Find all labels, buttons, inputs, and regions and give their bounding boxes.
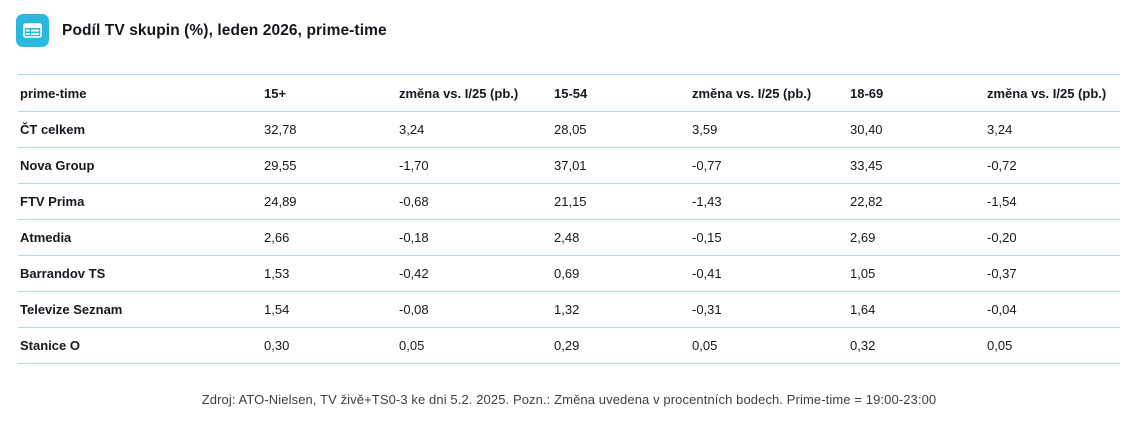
table-row: Stanice O 0,30 0,05 0,29 0,05 0,32 0,05 [18, 327, 1120, 364]
column-header-change-18-69: změna vs. I/25 (pb.) [985, 74, 1120, 112]
cell-value: -0,18 [397, 219, 552, 256]
source-note: Zdroj: ATO-Nielsen, TV živě+TS0-3 ke dni… [201, 392, 937, 407]
table-row: Atmedia 2,66 -0,18 2,48 -0,15 2,69 -0,20 [18, 219, 1120, 256]
cell-value: 2,48 [552, 219, 690, 256]
cell-value: 1,64 [848, 291, 985, 328]
column-header-change-15plus: změna vs. I/25 (pb.) [397, 74, 552, 112]
table-row: Televize Seznam 1,54 -0,08 1,32 -0,31 1,… [18, 291, 1120, 328]
cell-value: 1,53 [262, 255, 397, 292]
tv-share-table: prime-time 15+ změna vs. I/25 (pb.) 15-5… [18, 74, 1120, 364]
cell-value: 1,32 [552, 291, 690, 328]
cell-value: -0,20 [985, 219, 1120, 256]
row-label: ČT celkem [18, 111, 262, 148]
cell-value: 0,69 [552, 255, 690, 292]
cell-value: 1,05 [848, 255, 985, 292]
cell-value: 0,29 [552, 327, 690, 364]
column-header-15-54: 15-54 [552, 74, 690, 112]
row-label: Nova Group [18, 147, 262, 184]
cell-value: 0,30 [262, 327, 397, 364]
cell-value: 33,45 [848, 147, 985, 184]
card-header: Podíl TV skupin (%), leden 2026, prime-t… [0, 0, 1138, 47]
row-label: FTV Prima [18, 183, 262, 220]
cell-value: 24,89 [262, 183, 397, 220]
cell-value: -0,37 [985, 255, 1120, 292]
cell-value: -1,54 [985, 183, 1120, 220]
cell-value: 2,69 [848, 219, 985, 256]
cell-value: -1,43 [690, 183, 848, 220]
table-container: prime-time 15+ změna vs. I/25 (pb.) 15-5… [18, 74, 1120, 364]
column-header-change-15-54: změna vs. I/25 (pb.) [690, 74, 848, 112]
cell-value: 0,32 [848, 327, 985, 364]
table-row: FTV Prima 24,89 -0,68 21,15 -1,43 22,82 … [18, 183, 1120, 220]
row-label: Barrandov TS [18, 255, 262, 292]
column-header-18-69: 18-69 [848, 74, 985, 112]
cell-value: 3,24 [397, 111, 552, 148]
cell-value: 22,82 [848, 183, 985, 220]
cell-value: 32,78 [262, 111, 397, 148]
cell-value: 0,05 [397, 327, 552, 364]
cell-value: -0,31 [690, 291, 848, 328]
column-header-primetime: prime-time [18, 74, 262, 112]
cell-value: 1,54 [262, 291, 397, 328]
cell-value: -1,70 [397, 147, 552, 184]
page-title: Podíl TV skupin (%), leden 2026, prime-t… [62, 21, 387, 39]
table-row: Barrandov TS 1,53 -0,42 0,69 -0,41 1,05 … [18, 255, 1120, 292]
cell-value: -0,68 [397, 183, 552, 220]
cell-value: -0,41 [690, 255, 848, 292]
cell-value: 21,15 [552, 183, 690, 220]
cell-value: -0,77 [690, 147, 848, 184]
cell-value: 3,24 [985, 111, 1120, 148]
table-header-row: prime-time 15+ změna vs. I/25 (pb.) 15-5… [18, 74, 1120, 112]
cell-value: -0,42 [397, 255, 552, 292]
cell-value: -0,08 [397, 291, 552, 328]
cell-value: 29,55 [262, 147, 397, 184]
row-label: Stanice O [18, 327, 262, 364]
cell-value: -0,72 [985, 147, 1120, 184]
cell-value: -0,04 [985, 291, 1120, 328]
cell-value: 2,66 [262, 219, 397, 256]
cell-value: 3,59 [690, 111, 848, 148]
table-row: ČT celkem 32,78 3,24 28,05 3,59 30,40 3,… [18, 111, 1120, 148]
cell-value: -0,15 [690, 219, 848, 256]
column-header-15plus: 15+ [262, 74, 397, 112]
cell-value: 37,01 [552, 147, 690, 184]
cell-value: 0,05 [690, 327, 848, 364]
cell-value: 28,05 [552, 111, 690, 148]
table-row: Nova Group 29,55 -1,70 37,01 -0,77 33,45… [18, 147, 1120, 184]
cell-value: 0,05 [985, 327, 1120, 364]
row-label: Televize Seznam [18, 291, 262, 328]
cell-value: 30,40 [848, 111, 985, 148]
table-icon [16, 14, 49, 47]
row-label: Atmedia [18, 219, 262, 256]
